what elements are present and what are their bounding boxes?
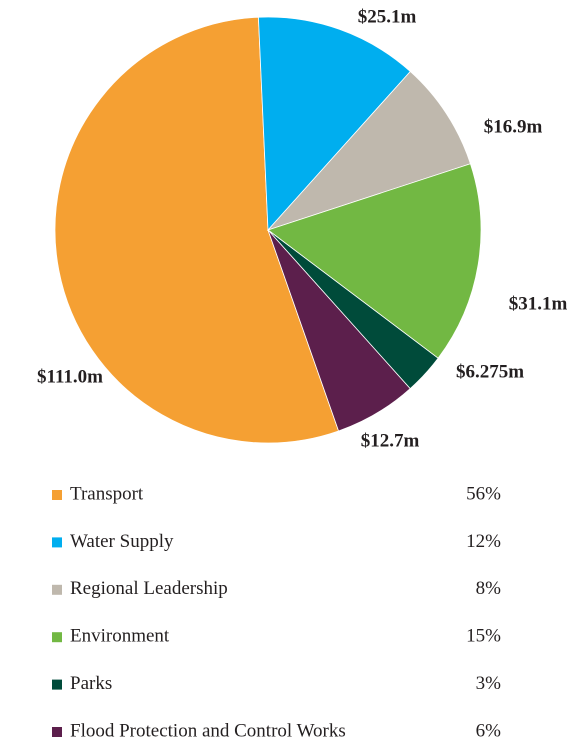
legend-label: Regional Leadership <box>70 578 228 599</box>
pie-slice <box>54 16 340 444</box>
legend-swatch <box>52 584 62 595</box>
legend-percent: 8% <box>476 578 502 599</box>
value-label: $6.275m <box>456 361 524 382</box>
legend-label: Parks <box>70 673 112 694</box>
legend-label: Environment <box>70 626 170 647</box>
legend-label: Transport <box>70 483 144 504</box>
legend-percent: 3% <box>476 673 502 694</box>
legend-percent: 6% <box>476 720 502 741</box>
value-label: $16.9m <box>484 116 543 137</box>
value-label: $111.0m <box>37 366 103 387</box>
legend-label: Water Supply <box>70 531 174 552</box>
pie-slice <box>267 163 482 359</box>
legend-swatch <box>52 679 62 690</box>
legend-percent: 15% <box>466 626 501 647</box>
legend-swatch <box>52 537 62 548</box>
pie-slice <box>258 16 411 231</box>
value-label: $25.1m <box>358 6 417 27</box>
legend-swatch <box>52 490 62 500</box>
value-label: $31.1m <box>509 293 568 314</box>
value-label: $12.7m <box>361 430 420 451</box>
pie-slice <box>267 229 411 432</box>
legend-swatch <box>52 727 62 737</box>
pie-slice <box>266 70 471 231</box>
legend-percent: 12% <box>466 531 501 552</box>
legend-percent: 56% <box>466 483 501 504</box>
legend-swatch <box>52 632 62 643</box>
legend-label: Flood Protection and Control Works <box>70 720 346 741</box>
